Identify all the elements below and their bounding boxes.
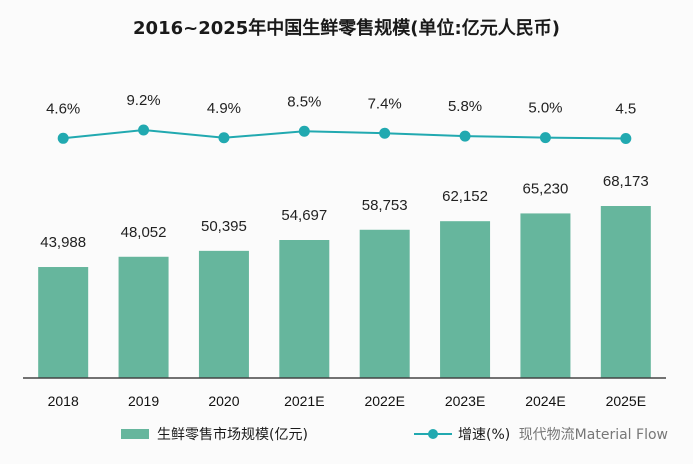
bar-value-label: 65,230 xyxy=(522,180,568,197)
x-tick-label: 2018 xyxy=(48,393,79,409)
growth-point xyxy=(620,132,632,144)
growth-value-label: 5.8% xyxy=(448,98,482,115)
growth-line xyxy=(63,128,626,140)
bar-value-label: 48,052 xyxy=(121,224,167,241)
chart-title: 2016~2025年中国生鲜零售规模(单位:亿元人民币) xyxy=(133,18,560,39)
x-tick-label: 2022E xyxy=(364,393,404,409)
bar-value-label: 43,988 xyxy=(40,234,86,251)
legend-line-swatch xyxy=(414,429,452,439)
x-tick-label: 2025E xyxy=(606,393,646,409)
x-tick-label: 2024E xyxy=(525,393,565,409)
growth-point xyxy=(459,130,471,142)
legend-line-text: 增速(%) xyxy=(458,427,511,443)
growth-value-label: 4.6% xyxy=(46,100,80,117)
bar xyxy=(118,256,169,378)
x-tick-label: 2019 xyxy=(128,393,159,409)
bar-value-label: 50,395 xyxy=(201,218,247,235)
x-tick-label: 2020 xyxy=(208,393,239,409)
bar xyxy=(279,239,330,378)
bar xyxy=(359,229,410,378)
bar xyxy=(38,267,89,378)
x-tick-label: 2023E xyxy=(445,393,485,409)
growth-value-label: 9.2% xyxy=(126,92,160,109)
bar xyxy=(520,213,571,378)
growth-point xyxy=(138,124,150,136)
bar-value-label: 54,697 xyxy=(281,207,327,224)
growth-point xyxy=(57,132,69,144)
legend-line-label: 增速(%) 现代物流Material Flow xyxy=(458,424,668,444)
bar xyxy=(440,221,491,378)
legend-bar-swatch xyxy=(121,429,149,439)
legend-bar-label: 生鲜零售市场规模(亿元) xyxy=(157,427,308,443)
bar-value-label: 58,753 xyxy=(362,197,408,214)
bar xyxy=(600,206,651,378)
bar-value-label: 68,173 xyxy=(603,173,649,190)
growth-point xyxy=(379,127,391,139)
legend: 生鲜零售市场规模(亿元) 增速(%) 现代物流Material Flow xyxy=(0,424,693,448)
growth-value-label: 7.4% xyxy=(368,95,402,112)
bar xyxy=(198,250,249,378)
bar-value-label: 62,152 xyxy=(442,188,488,205)
growth-value-label: 4.9% xyxy=(207,100,241,117)
growth-value-label: 5.0% xyxy=(528,100,562,117)
x-tick-label: 2021E xyxy=(284,393,324,409)
growth-value-label: 8.5% xyxy=(287,93,321,110)
watermark: 现代物流Material Flow xyxy=(518,427,668,443)
growth-point xyxy=(218,132,230,144)
growth-point xyxy=(298,125,310,137)
growth-point xyxy=(539,132,551,144)
growth-value-label: 4.5 xyxy=(615,100,636,117)
